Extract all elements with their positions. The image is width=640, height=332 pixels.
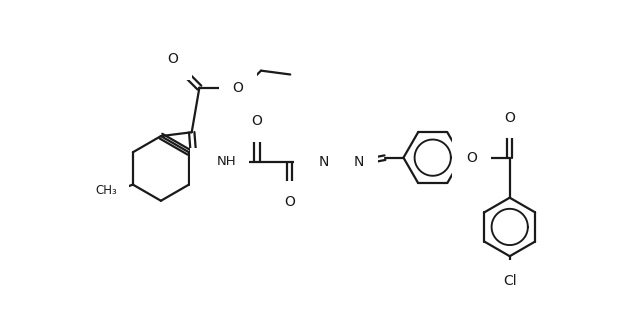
Text: O: O — [252, 115, 262, 128]
Text: N: N — [354, 154, 364, 169]
Text: S: S — [204, 162, 212, 176]
Text: H: H — [308, 144, 317, 157]
Text: CH₃: CH₃ — [96, 184, 118, 197]
Text: O: O — [284, 195, 295, 208]
Text: O: O — [504, 111, 515, 124]
Text: O: O — [466, 151, 477, 165]
Text: NH: NH — [216, 155, 236, 168]
Text: Cl: Cl — [503, 274, 516, 288]
Text: O: O — [232, 81, 243, 95]
Text: N: N — [318, 154, 328, 169]
Text: O: O — [167, 52, 178, 66]
